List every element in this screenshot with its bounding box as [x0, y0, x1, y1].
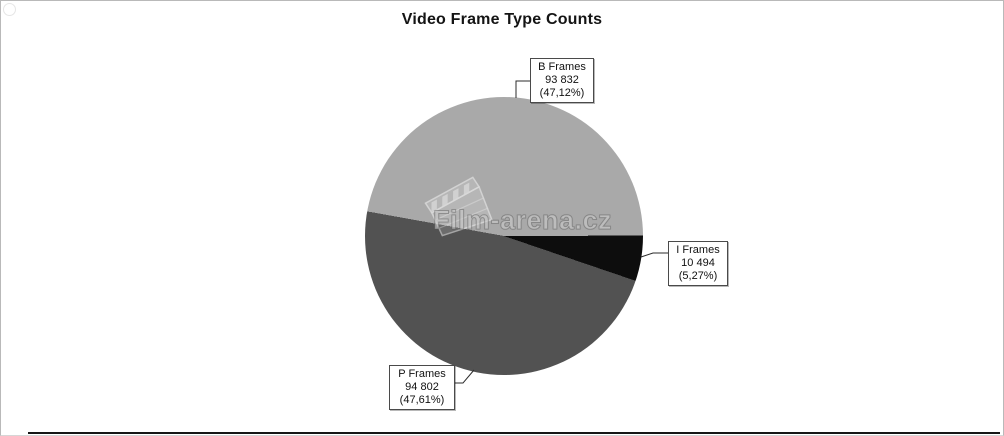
slice-name: P Frames [398, 368, 446, 380]
slice-value: 10 494 [681, 257, 715, 269]
slice-percent: (47,12%) [539, 87, 585, 99]
corner-mark [3, 3, 16, 16]
callout-p-frames: P Frames 94 802 (47,61%) [389, 365, 455, 410]
slice-value: 93 832 [545, 74, 579, 86]
callout-i-frames: I Frames 10 494 (5,27%) [668, 241, 728, 286]
callout-b-frames: B Frames 93 832 (47,12%) [530, 58, 594, 103]
chart-title: Video Frame Type Counts [401, 11, 603, 28]
slice-name: I Frames [676, 244, 720, 256]
slice-value: 94 802 [405, 381, 439, 393]
pie-chart [365, 97, 643, 375]
slice-name: B Frames [538, 61, 586, 73]
slice-percent: (5,27%) [678, 270, 718, 282]
bottom-rule [28, 432, 1000, 434]
slice-percent: (47,61%) [399, 394, 445, 406]
